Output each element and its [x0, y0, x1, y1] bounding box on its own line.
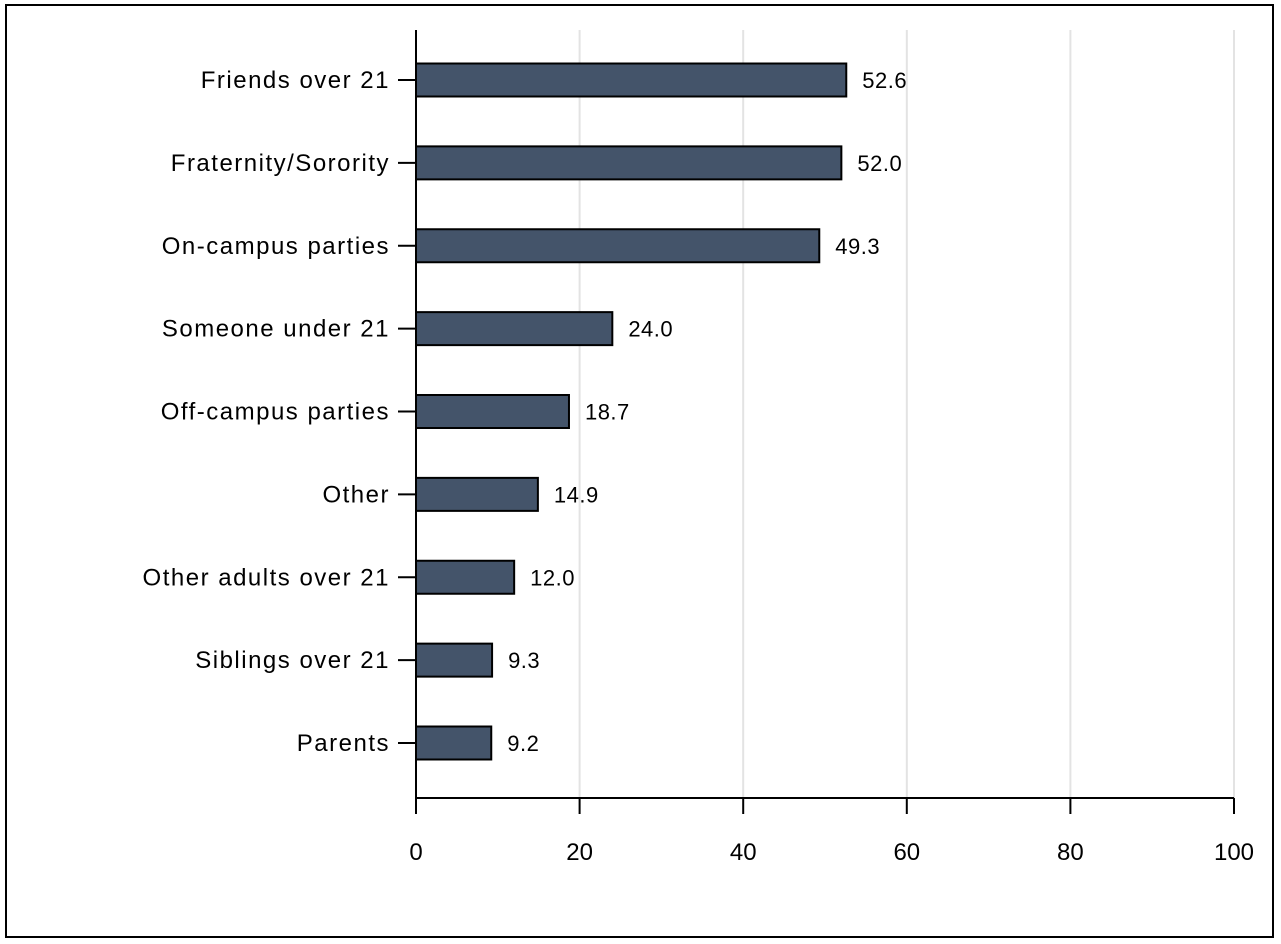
category-label: Other	[322, 481, 390, 508]
category-label: Siblings over 21	[195, 647, 390, 674]
bar	[415, 228, 821, 264]
x-tick-label: 20	[566, 839, 593, 866]
bar	[415, 145, 843, 181]
bar	[415, 62, 848, 98]
x-tick-label: 100	[1214, 839, 1254, 866]
data-label: 52.6	[862, 68, 907, 93]
bar	[415, 476, 539, 512]
category-label: Other adults over 21	[143, 564, 390, 591]
bar	[415, 559, 516, 595]
data-label: 24.0	[628, 317, 673, 342]
data-label: 18.7	[585, 400, 630, 425]
data-label: 52.0	[857, 151, 902, 176]
category-label: Someone under 21	[162, 316, 390, 343]
x-tick-label: 60	[893, 839, 920, 866]
labels: Friends over 21 52.6 Fraternity/Sorority 52…	[143, 67, 1254, 866]
category-label: Friends over 21	[201, 67, 390, 94]
data-label: 12.0	[530, 565, 575, 590]
data-label: 9.3	[508, 648, 540, 673]
category-label: Parents	[297, 730, 390, 757]
data-label: 14.9	[554, 482, 599, 507]
bar	[415, 725, 493, 761]
category-label: Off-campus parties	[161, 399, 390, 426]
category-label: On-campus parties	[162, 233, 390, 260]
gridlines	[578, 30, 1235, 798]
x-tick-label: 80	[1057, 839, 1084, 866]
category-label: Fraternity/Sorority	[171, 150, 390, 177]
data-label: 49.3	[835, 234, 880, 259]
bar	[415, 311, 614, 347]
bars	[415, 62, 848, 761]
axes	[398, 30, 1235, 814]
bar	[415, 642, 494, 678]
x-tick-label: 0	[409, 839, 422, 866]
x-tick-label: 40	[730, 839, 757, 866]
data-label: 9.2	[507, 731, 539, 756]
bar	[415, 394, 570, 429]
